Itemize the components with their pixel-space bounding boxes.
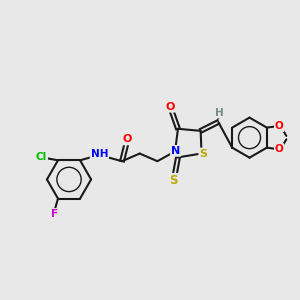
Text: S: S [169,174,178,187]
Text: O: O [166,102,175,112]
Text: Cl: Cl [36,152,47,162]
Text: O: O [275,144,284,154]
Text: F: F [51,209,58,219]
Text: O: O [122,134,132,144]
Text: S: S [199,148,207,158]
Text: H: H [214,108,223,118]
Text: O: O [275,121,284,131]
Text: NH: NH [91,149,108,159]
Text: N: N [171,146,180,156]
